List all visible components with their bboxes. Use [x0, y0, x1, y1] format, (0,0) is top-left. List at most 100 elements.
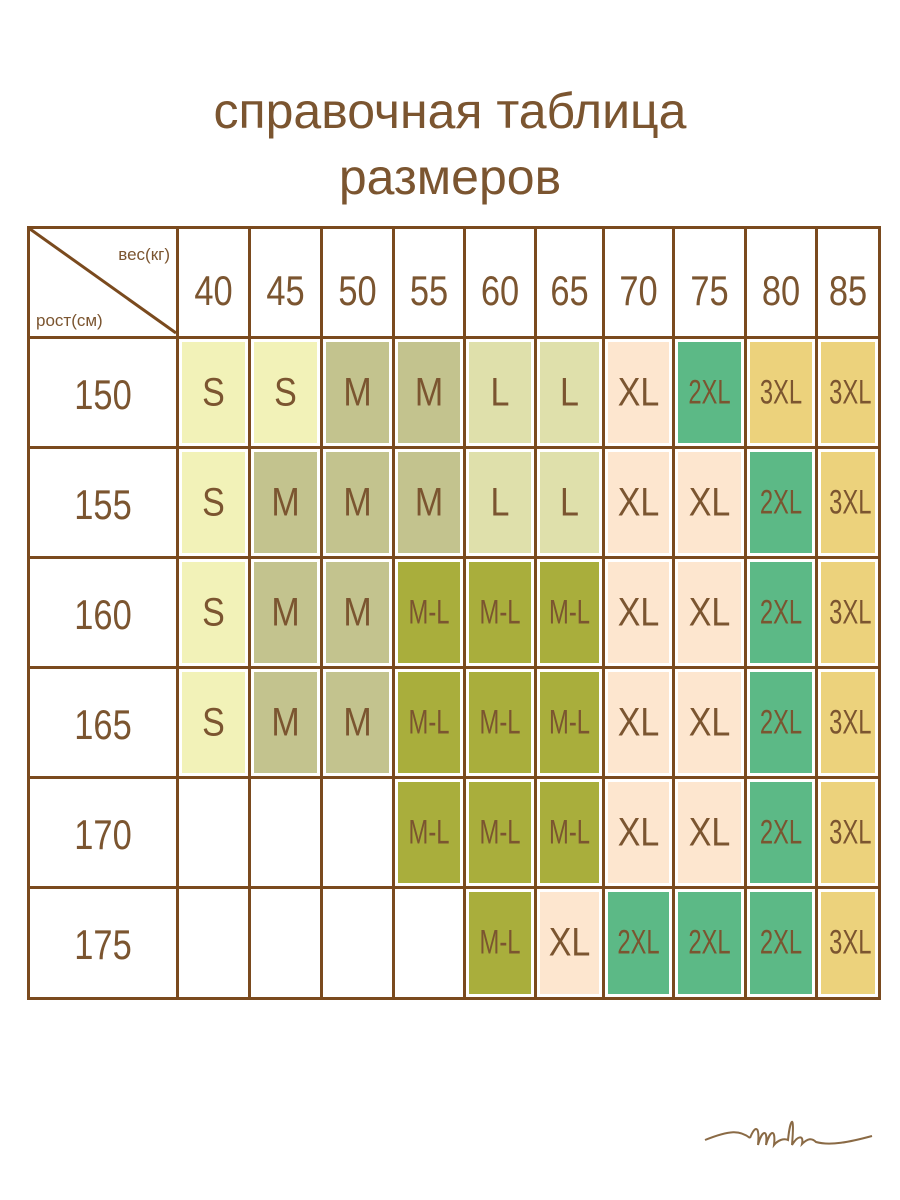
size-cell: 3XL	[815, 666, 881, 779]
row-header: 155	[27, 446, 179, 559]
size-fill: XL	[678, 452, 741, 553]
size-fill: 3XL	[821, 452, 875, 553]
size-label: M	[271, 700, 300, 744]
size-fill: M-L	[540, 782, 599, 883]
size-label: 2XL	[688, 373, 731, 411]
size-fill: M-L	[398, 672, 460, 773]
size-cell: 2XL	[602, 886, 675, 1000]
size-cell: M-L	[534, 666, 605, 779]
size-label: M-L	[408, 813, 450, 851]
size-cell: XL	[672, 776, 747, 889]
corner-diagonal	[30, 229, 176, 335]
size-cell: 2XL	[744, 446, 818, 559]
size-label: M-L	[408, 593, 450, 631]
weight-label: 40	[194, 267, 233, 315]
size-fill: M-L	[469, 782, 531, 883]
size-cell: 2XL	[672, 886, 747, 1000]
size-fill: M	[398, 342, 460, 443]
weight-label: 50	[338, 267, 377, 315]
size-cell: XL	[672, 666, 747, 779]
size-cell: M-L	[392, 556, 466, 669]
size-fill: XL	[540, 892, 599, 994]
size-fill: S	[182, 452, 245, 553]
size-label: S	[202, 480, 225, 524]
size-cell: M-L	[463, 886, 537, 1000]
column-header: 45	[248, 226, 323, 339]
height-label: 170	[74, 810, 132, 858]
size-label: M-L	[549, 703, 590, 741]
size-fill: XL	[678, 782, 741, 883]
size-fill: M	[326, 452, 389, 553]
size-label: S	[202, 590, 225, 634]
row-header: 160	[27, 556, 179, 669]
weight-label: 55	[409, 267, 449, 315]
height-label: 165	[74, 700, 132, 748]
size-cell: M	[248, 446, 323, 559]
size-fill: M	[254, 562, 317, 663]
size-label: M	[343, 480, 372, 524]
size-label: 2XL	[617, 923, 660, 962]
size-cell: XL	[602, 776, 675, 889]
row-header: 150	[27, 336, 179, 449]
size-cell: M	[248, 556, 323, 669]
size-cell: XL	[534, 886, 605, 1000]
size-cell: M	[320, 446, 395, 559]
size-label: XL	[688, 480, 731, 524]
size-fill: M-L	[398, 782, 460, 883]
size-label: 2XL	[759, 703, 803, 741]
column-header: 60	[463, 226, 537, 339]
column-header: 40	[176, 226, 251, 339]
size-fill: 3XL	[821, 672, 875, 773]
size-label: XL	[617, 810, 660, 854]
size-label: 2XL	[759, 483, 803, 521]
size-cell: S	[176, 336, 251, 449]
size-fill: L	[469, 452, 531, 553]
size-label: M-L	[479, 593, 521, 631]
corner-height-label: рост(см)	[36, 311, 103, 330]
size-fill: M-L	[469, 562, 531, 663]
size-cell	[320, 776, 395, 889]
size-cell: 2XL	[672, 336, 747, 449]
size-cell: L	[463, 336, 537, 449]
size-fill: S	[182, 342, 245, 443]
size-cell: XL	[602, 556, 675, 669]
size-label: XL	[617, 370, 660, 414]
size-cell: M-L	[463, 666, 537, 779]
size-cell: M-L	[534, 776, 605, 889]
size-fill: M	[326, 562, 389, 663]
size-fill: S	[182, 562, 245, 663]
height-label: 175	[74, 921, 132, 969]
size-label: 2XL	[759, 923, 803, 962]
size-fill: XL	[608, 562, 669, 663]
size-cell: 2XL	[744, 666, 818, 779]
size-cell: L	[534, 336, 605, 449]
size-cell: 3XL	[815, 446, 881, 559]
size-label: XL	[688, 700, 731, 744]
size-fill: XL	[608, 452, 669, 553]
size-fill: 2XL	[678, 342, 741, 443]
size-fill: 2XL	[678, 892, 741, 994]
size-fill: XL	[608, 782, 669, 883]
size-fill: M-L	[469, 672, 531, 773]
size-cell: 2XL	[744, 776, 818, 889]
size-label: XL	[617, 700, 660, 744]
corner-weight-label: вес(кг)	[118, 245, 170, 264]
size-label: 2XL	[759, 813, 803, 851]
size-label: S	[202, 700, 225, 744]
size-cell: M	[392, 336, 466, 449]
size-fill: M-L	[398, 562, 460, 663]
size-cell: M	[320, 556, 395, 669]
size-cell: S	[248, 336, 323, 449]
size-fill: S	[182, 672, 245, 773]
size-cell: M	[320, 666, 395, 779]
column-header: 85	[815, 226, 881, 339]
size-cell: XL	[602, 446, 675, 559]
size-cell: L	[534, 446, 605, 559]
size-cell: M	[320, 336, 395, 449]
size-fill: S	[254, 342, 317, 443]
size-fill: 3XL	[821, 892, 875, 994]
size-cell	[320, 886, 395, 1000]
size-fill: 2XL	[750, 672, 812, 773]
weight-label: 65	[550, 267, 589, 315]
